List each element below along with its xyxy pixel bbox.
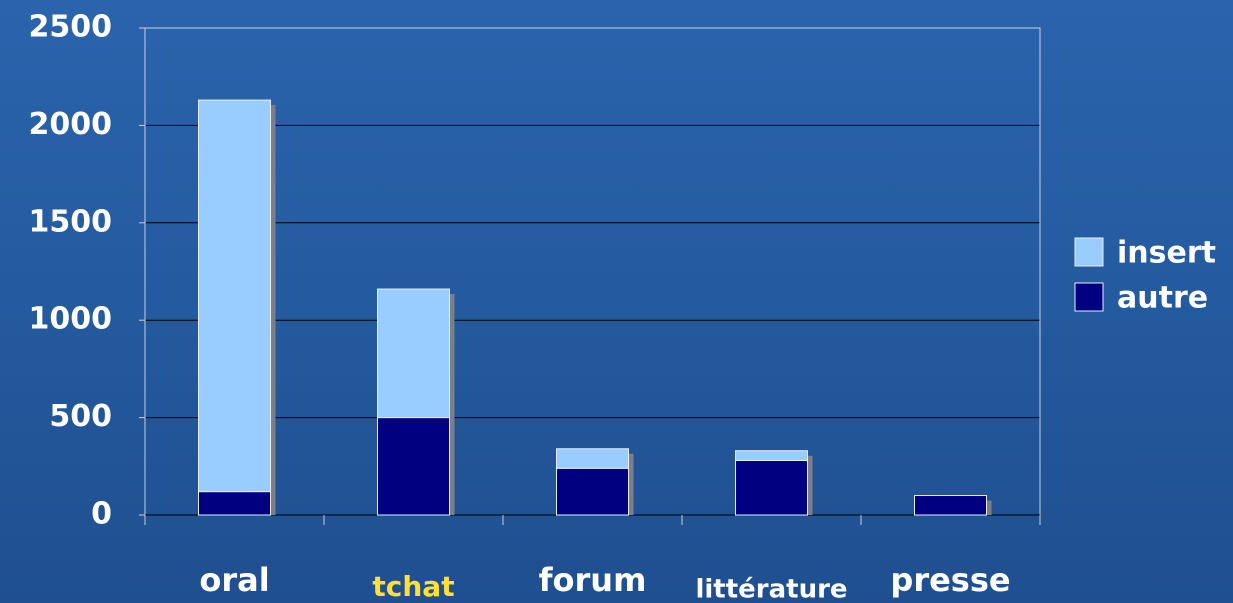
x-tick-label: tchat: [372, 570, 454, 603]
bar: [914, 495, 987, 516]
x-tick-label: forum: [539, 561, 647, 599]
bar: [556, 467, 629, 516]
x-tick-label: presse: [890, 561, 1010, 599]
bar: [556, 448, 629, 469]
bar: [198, 491, 271, 516]
bar: [377, 417, 450, 516]
legend-label: autre: [1117, 281, 1208, 316]
y-tick-label: 0: [91, 497, 112, 532]
y-tick-label: 1500: [29, 204, 113, 239]
x-tick-label: littérature: [695, 575, 847, 603]
x-tick-label: oral: [199, 561, 269, 599]
y-tick-label: 2000: [29, 107, 113, 142]
bar: [377, 288, 450, 419]
y-tick-label: 1000: [29, 302, 113, 337]
bar: [198, 99, 271, 493]
bar: [735, 450, 808, 461]
y-tick-label: 500: [49, 399, 112, 434]
plot-border: [144, 27, 1041, 515]
bar: [735, 459, 808, 516]
legend-label: insert: [1117, 236, 1216, 271]
y-tick-label: 2500: [29, 10, 113, 45]
legend-swatch: [1074, 282, 1104, 312]
legend-swatch: [1074, 237, 1104, 267]
